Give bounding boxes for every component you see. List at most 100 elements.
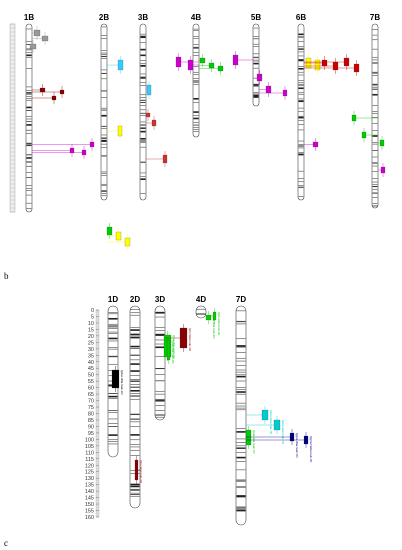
marker-band bbox=[196, 313, 206, 314]
marker-band bbox=[130, 426, 140, 427]
qtl-label: Qsia.Wal.mab-4D bbox=[212, 315, 216, 339]
marker-band bbox=[108, 348, 118, 350]
marker-band bbox=[140, 128, 146, 130]
scale-tick-label: 160 bbox=[85, 515, 94, 521]
qtl-7d-0: Qsia.Wal.mab-7D bbox=[245, 426, 256, 454]
marker-band bbox=[298, 66, 304, 67]
chromosome-title-3b: 3B bbox=[138, 13, 148, 22]
marker-band bbox=[140, 85, 146, 86]
marker-band bbox=[193, 127, 199, 128]
marker-band bbox=[130, 327, 140, 328]
marker-band bbox=[298, 146, 304, 147]
marker-band bbox=[193, 74, 199, 75]
marker-band bbox=[155, 333, 165, 336]
marker-band bbox=[140, 161, 146, 163]
marker-band bbox=[26, 142, 32, 144]
marker-band bbox=[26, 49, 32, 51]
marker-band bbox=[193, 81, 199, 83]
marker-band bbox=[236, 428, 246, 429]
marker-band bbox=[236, 461, 246, 462]
marker-band bbox=[193, 66, 199, 67]
marker-band bbox=[101, 190, 107, 191]
marker-band bbox=[298, 82, 304, 84]
marker-band bbox=[101, 97, 107, 98]
marker-band bbox=[101, 141, 107, 142]
scale-tick-label: 105 bbox=[85, 444, 94, 450]
marker-band bbox=[155, 416, 165, 418]
qtl-4b-2 bbox=[199, 54, 206, 67]
marker-band bbox=[236, 405, 246, 407]
marker-band bbox=[372, 165, 378, 167]
marker-band bbox=[298, 36, 304, 38]
marker-band bbox=[236, 310, 246, 312]
marker-band bbox=[193, 83, 199, 85]
marker-band bbox=[298, 111, 304, 112]
marker-band bbox=[140, 63, 146, 64]
qtl-3b-0 bbox=[146, 81, 152, 99]
marker-band bbox=[236, 506, 246, 508]
marker-band bbox=[372, 178, 378, 179]
marker-band bbox=[253, 67, 259, 69]
marker-band bbox=[372, 87, 378, 89]
marker-band bbox=[372, 111, 378, 112]
marker-band bbox=[236, 445, 246, 447]
marker-band bbox=[372, 185, 378, 187]
marker-band bbox=[26, 28, 32, 30]
marker-band bbox=[155, 356, 165, 357]
chromosome-5b: 5B bbox=[232, 13, 288, 107]
marker-band bbox=[253, 94, 259, 97]
marker-band bbox=[108, 356, 118, 357]
qtl-3d-2: Qsia.Wal.mab-3D bbox=[165, 336, 175, 364]
marker-band bbox=[372, 163, 378, 164]
qtl-label: Qho.Wal.mab-2D bbox=[139, 460, 143, 484]
marker-band bbox=[236, 387, 246, 388]
marker-band bbox=[130, 386, 140, 388]
marker-band bbox=[372, 89, 378, 90]
qtl-4b-3 bbox=[199, 59, 215, 72]
qtl-2b-4 bbox=[107, 234, 131, 250]
marker-band bbox=[140, 99, 146, 101]
marker-band bbox=[130, 387, 140, 388]
marker-band bbox=[108, 331, 118, 333]
marker-band bbox=[140, 97, 146, 98]
marker-band bbox=[130, 439, 140, 441]
scale-tick-label: 10 bbox=[88, 321, 94, 327]
marker-band bbox=[130, 455, 140, 456]
marker-band bbox=[236, 448, 246, 449]
marker-band bbox=[130, 395, 140, 396]
marker-band bbox=[193, 98, 199, 100]
marker-band bbox=[140, 130, 146, 133]
marker-band bbox=[108, 312, 118, 313]
marker-band bbox=[130, 329, 140, 331]
marker-band bbox=[26, 177, 32, 178]
marker-band bbox=[236, 346, 246, 348]
marker-band bbox=[101, 183, 107, 185]
marker-band bbox=[26, 121, 32, 122]
marker-band bbox=[130, 419, 140, 420]
marker-band bbox=[140, 65, 146, 67]
marker-band bbox=[101, 128, 107, 129]
marker-band bbox=[130, 494, 140, 495]
marker-band bbox=[236, 352, 246, 353]
marker-band bbox=[101, 137, 107, 139]
marker-band bbox=[140, 109, 146, 111]
marker-band bbox=[130, 446, 140, 448]
marker-band bbox=[101, 155, 107, 156]
marker-band bbox=[236, 345, 246, 347]
marker-band bbox=[108, 412, 118, 413]
marker-band bbox=[193, 38, 199, 39]
scale-tick-label: 150 bbox=[85, 502, 94, 508]
marker-band bbox=[130, 333, 140, 336]
marker-band bbox=[298, 145, 304, 146]
marker-band bbox=[155, 335, 165, 336]
marker-band bbox=[26, 185, 32, 186]
chromosome-4b: 4B bbox=[175, 13, 224, 138]
marker-band bbox=[101, 69, 107, 71]
marker-band bbox=[155, 413, 165, 415]
marker-band bbox=[101, 114, 107, 117]
marker-band bbox=[140, 35, 146, 37]
marker-band bbox=[372, 73, 378, 74]
marker-band bbox=[372, 186, 378, 188]
marker-band bbox=[298, 55, 304, 57]
